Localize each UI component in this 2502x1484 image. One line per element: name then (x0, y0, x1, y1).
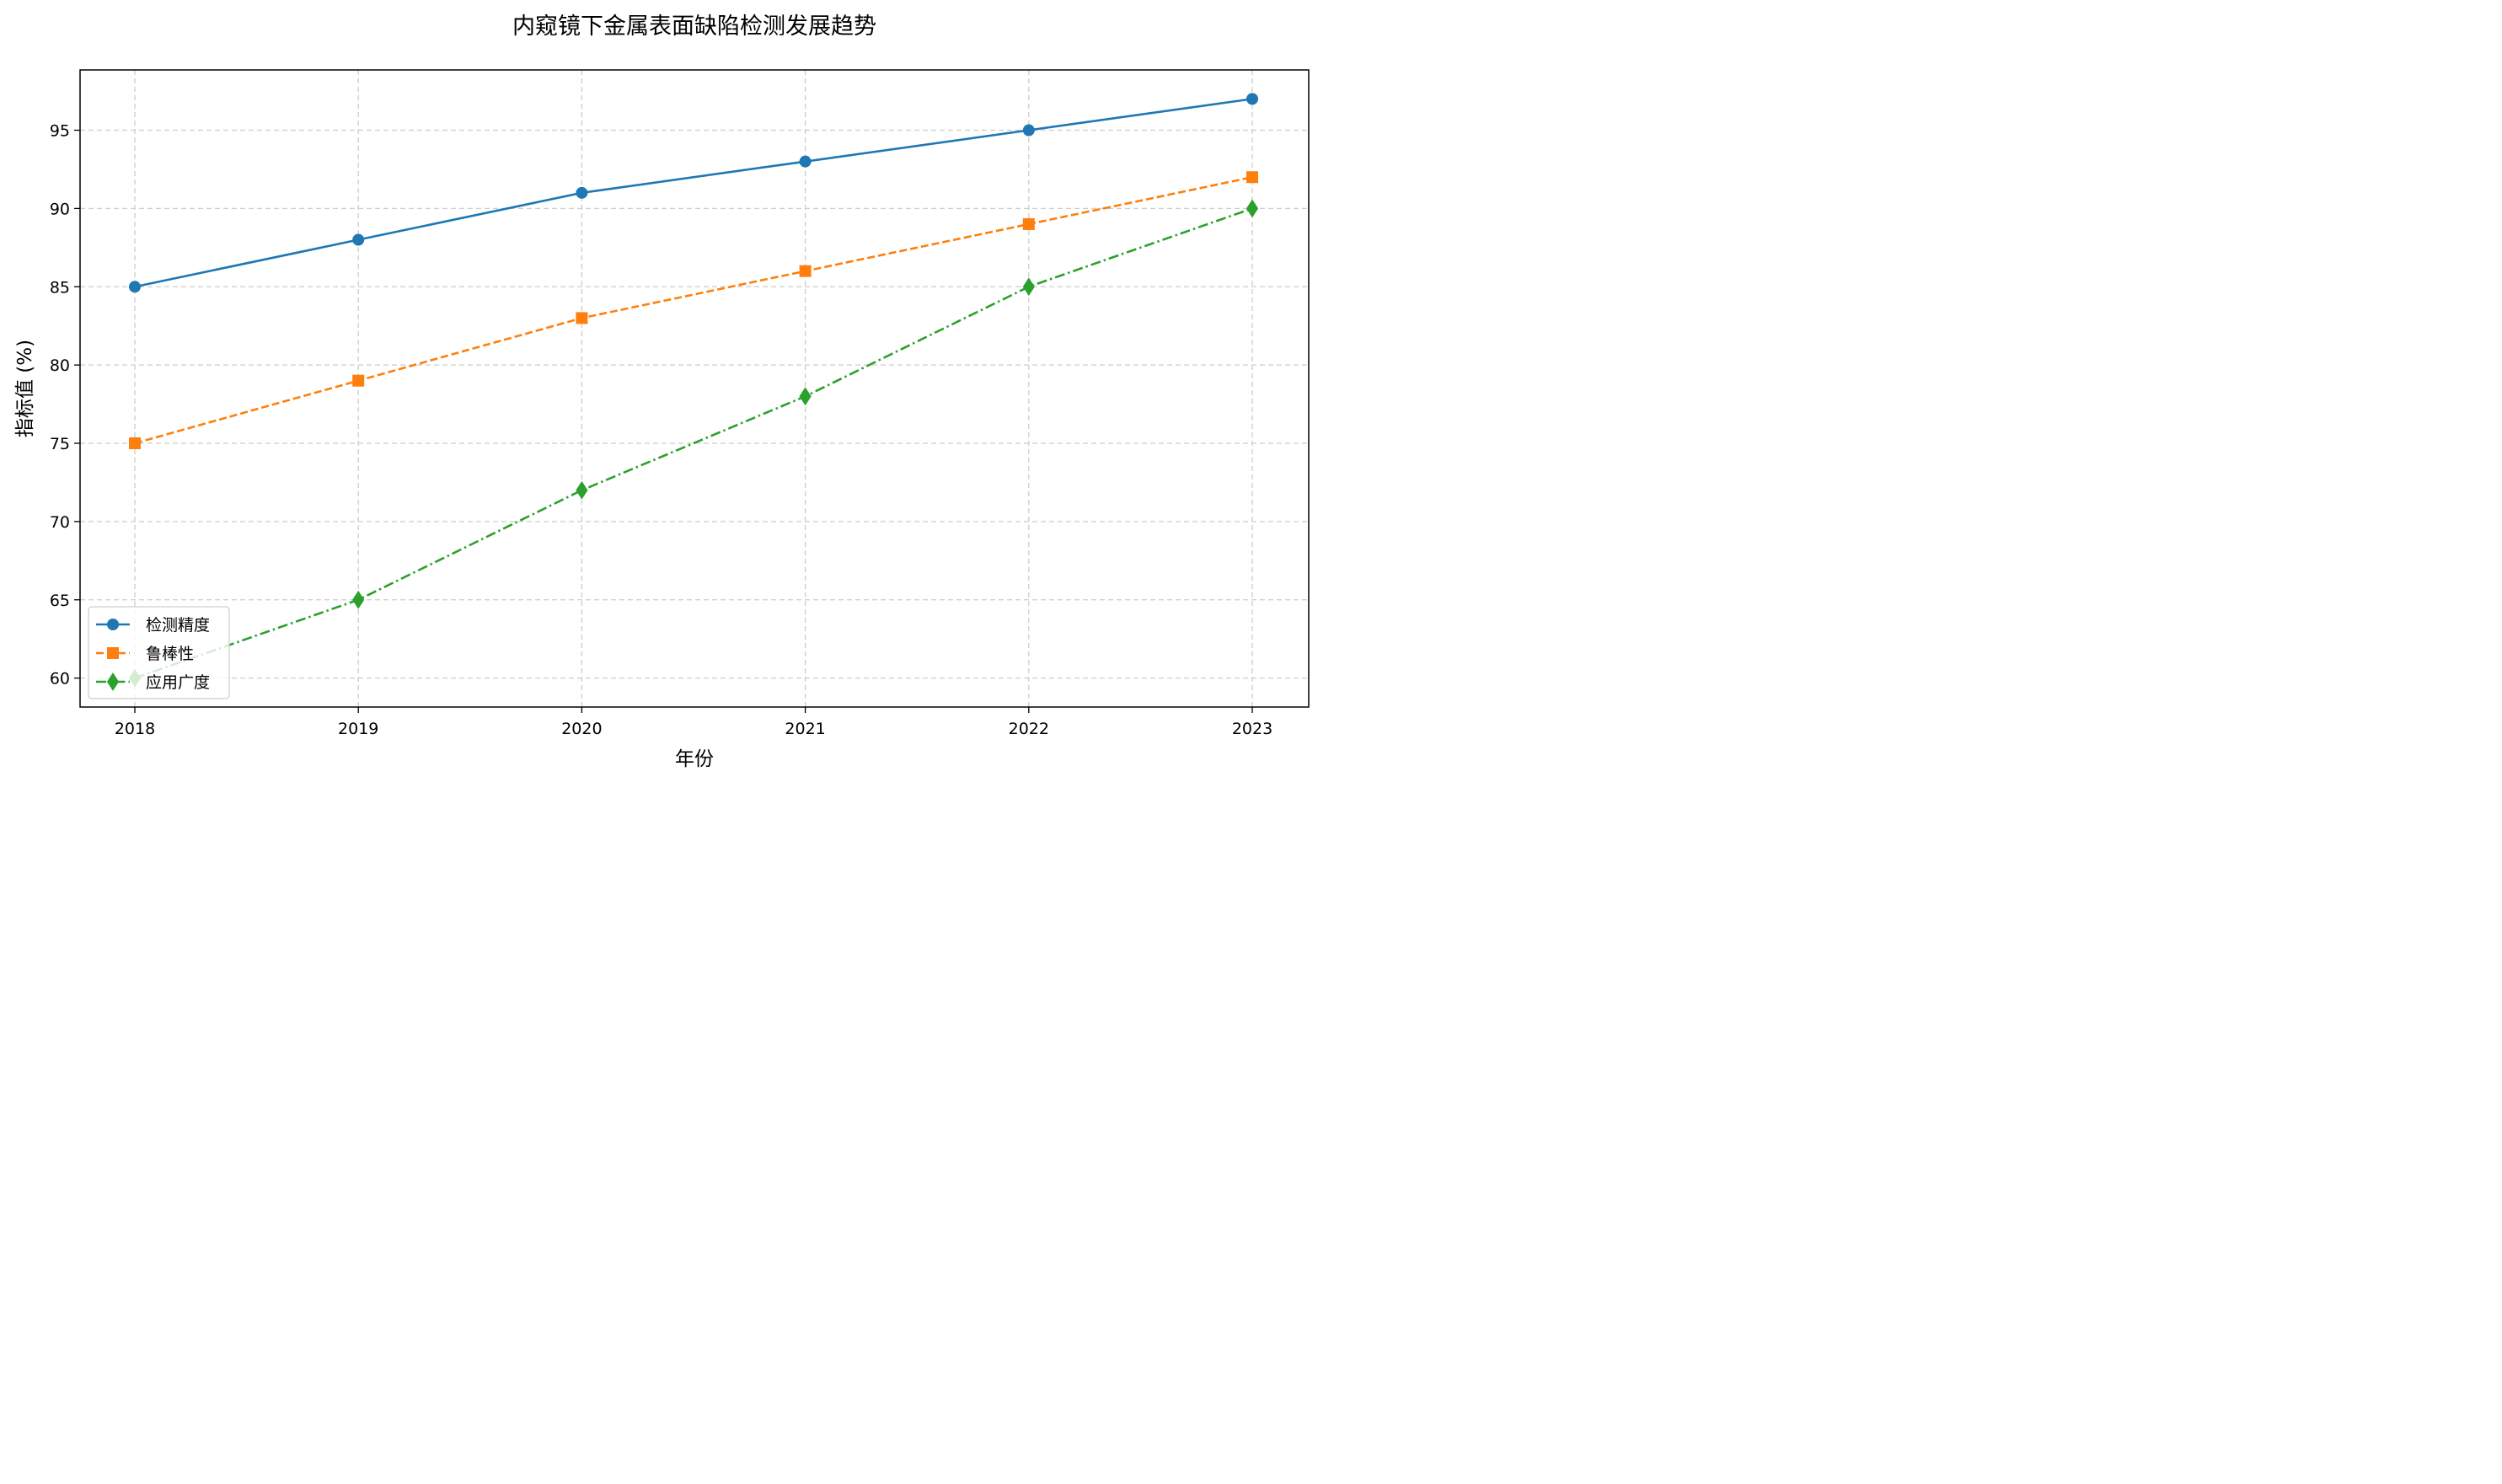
data-point (1246, 199, 1259, 218)
data-point (1246, 93, 1258, 105)
x-tick-label: 2020 (561, 720, 602, 738)
chart-title: 内窥镜下金属表面缺陷检测发展趋势 (512, 13, 876, 40)
y-tick-label: 70 (50, 513, 70, 532)
legend-label: 鲁棒性 (146, 645, 194, 663)
legend-entry: 检测精度 (96, 616, 210, 635)
data-point (1022, 277, 1035, 297)
legend-label: 检测精度 (146, 616, 210, 635)
y-tick-label: 65 (50, 592, 70, 610)
x-tick-label: 2022 (1009, 720, 1049, 738)
axes: 2018 2019 2020 2021 2022 2023 60 65 70 75 80 85 90 95 (50, 122, 1272, 738)
legend-marker (107, 619, 119, 630)
y-tick-label: 95 (50, 122, 70, 141)
x-tick-label: 2018 (115, 720, 155, 738)
data-point (576, 312, 588, 324)
data-point (1022, 124, 1035, 137)
series-2 (129, 171, 1258, 450)
y-tick-label: 80 (50, 356, 70, 375)
chart-container: 2018 2019 2020 2021 2022 2023 60 65 70 75 80 85 90 95… (0, 0, 1321, 787)
y-tick-label: 75 (50, 435, 70, 453)
data-point (352, 374, 365, 387)
data-point (576, 480, 588, 500)
data-point (799, 387, 812, 406)
legend-entry: 应用广度 (96, 672, 210, 692)
legend-box (88, 606, 230, 699)
x-tick-label: 2021 (785, 720, 825, 738)
series-line (134, 98, 1253, 288)
data-point (352, 233, 365, 246)
y-tick-label: 60 (50, 670, 70, 688)
x-tick-label: 2019 (338, 720, 378, 738)
y-tick-label: 90 (50, 200, 70, 218)
data-point (129, 281, 141, 293)
y-tick-label: 85 (50, 278, 70, 297)
series-1 (129, 93, 1258, 293)
y-axis-label: 指标值 (%) (14, 340, 36, 437)
data-point (1246, 171, 1258, 184)
data-point (129, 437, 141, 450)
legend-entry: 鲁棒性 (96, 645, 194, 663)
plot-area-frame (79, 69, 1310, 708)
series-line (134, 207, 1253, 679)
data-point (799, 265, 812, 277)
grid-lines (80, 70, 1309, 707)
legend-marker (107, 647, 119, 659)
data-point (1022, 217, 1035, 230)
series-line (134, 175, 1253, 445)
data-point (576, 186, 588, 199)
data-point (799, 155, 812, 168)
x-axis-label: 年份 (675, 748, 714, 770)
line-chart: 2018 2019 2020 2021 2022 2023 60 65 70 75 80 85 90 95… (0, 0, 1321, 787)
series-layer (128, 93, 1259, 688)
x-tick-label: 2023 (1232, 720, 1272, 738)
legend-label: 应用广度 (146, 673, 210, 692)
data-point (352, 590, 365, 609)
legend-marker (106, 672, 120, 691)
